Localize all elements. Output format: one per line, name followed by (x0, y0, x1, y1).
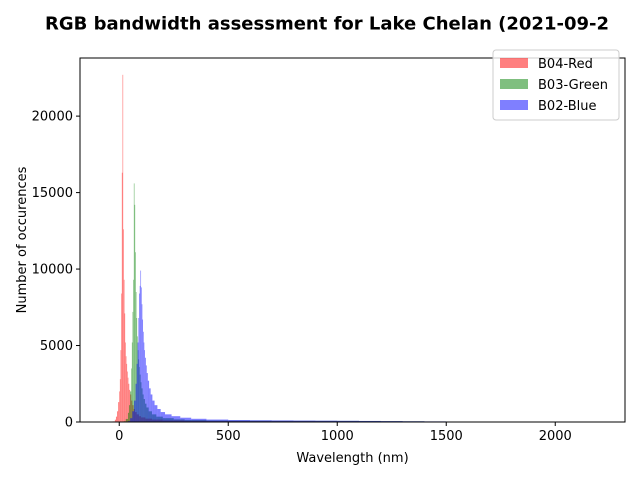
histogram-bar (160, 412, 166, 422)
x-tick-label: 0 (115, 429, 123, 444)
y-tick-label: 10000 (32, 263, 73, 278)
histogram-bar (141, 287, 142, 422)
histogram-bar (136, 363, 138, 422)
histogram-bar (337, 420, 360, 422)
histogram-bar (133, 183, 135, 422)
histogram-bar (165, 414, 172, 422)
histogram-bar (144, 357, 146, 422)
histogram-bar (134, 204, 136, 422)
histogram-bar (134, 400, 136, 422)
histogram-bar (131, 342, 133, 422)
y-axis-label: Number of occurences (15, 166, 30, 313)
legend: B04-Red B03-Green B02-Blue (492, 49, 620, 121)
histogram-bar (138, 318, 140, 422)
histogram-bar (129, 405, 131, 422)
y-tick-label: 15000 (32, 186, 73, 201)
histogram-bar (140, 270, 142, 422)
histogram-bar (131, 368, 132, 422)
histogram-bar (126, 363, 128, 422)
histogram-bar (315, 420, 338, 422)
histogram-bar (125, 418, 128, 422)
x-axis-label: Wavelength (nm) (296, 451, 408, 466)
histogram-bar (117, 411, 119, 422)
histogram-bar (142, 319, 144, 422)
histogram-bar (128, 383, 130, 422)
histogram-bar (191, 418, 207, 422)
histogram-bar (149, 388, 151, 422)
histogram-bar (135, 292, 137, 422)
plot-area-frame (79, 57, 626, 423)
x-tick-label: 1500 (430, 429, 463, 444)
histogram-bars (112, 74, 602, 422)
y-tick-label: 20000 (32, 110, 73, 125)
y-tick-label: 0 (65, 416, 73, 431)
histogram-bar (118, 402, 120, 422)
legend-swatch (500, 100, 528, 110)
histogram-bar (123, 279, 125, 422)
histogram-bar (114, 419, 116, 422)
histogram-bar (147, 380, 150, 422)
histogram-bar (132, 411, 135, 422)
series-b02-blue (127, 270, 602, 422)
legend-label: B02-Blue (538, 99, 596, 114)
histogram-bar (124, 313, 126, 422)
histogram-bar (145, 365, 147, 422)
legend-swatch (500, 79, 528, 89)
histogram-bar (120, 350, 122, 422)
legend-swatch (500, 58, 528, 68)
histogram-bar (139, 293, 140, 422)
histogram-bar (127, 377, 129, 422)
histogram-bar (144, 350, 145, 422)
x-tick-label: 2000 (539, 429, 572, 444)
histogram-bar (119, 391, 120, 422)
legend-label: B03-Green (538, 78, 608, 93)
histogram-bar (143, 331, 144, 422)
series-b03-green (123, 183, 471, 422)
histogram-bar (139, 285, 141, 422)
chart-title: RGB bandwidth assessment for Lake Chelan… (45, 14, 609, 35)
y-axis: 0 5000 10000 15000 20000 (32, 110, 80, 431)
histogram-bar (121, 293, 122, 422)
histogram-bar (135, 383, 137, 422)
histogram-bar (130, 418, 133, 422)
histogram-bar (133, 279, 134, 422)
histogram-bar (271, 420, 294, 422)
histogram-bar (119, 379, 121, 422)
histogram-bar (228, 420, 251, 422)
y-tick-label: 5000 (40, 339, 73, 354)
x-tick-label: 500 (216, 429, 241, 444)
histogram-bar (127, 371, 128, 422)
histogram-bar (206, 419, 229, 422)
x-axis: 0 500 1000 1500 2000 (115, 422, 572, 444)
histogram-bar (141, 304, 143, 422)
histogram-bar (154, 405, 158, 422)
histogram-bar (157, 409, 161, 422)
histogram-bar (115, 416, 118, 422)
series-b04-red (112, 74, 449, 422)
histogram-bar (143, 342, 145, 422)
histogram-bar (293, 420, 316, 422)
histogram-bar (180, 417, 192, 422)
histogram-bar (250, 420, 272, 422)
histogram-bar (135, 252, 136, 422)
histogram-bar (125, 342, 126, 422)
histogram-bar (122, 74, 124, 422)
histogram-bar (127, 412, 130, 422)
histogram-bar (123, 229, 124, 422)
histogram-bar (121, 172, 123, 422)
histogram-bar (150, 394, 153, 422)
x-tick-label: 1000 (321, 429, 354, 444)
histogram-bar (125, 356, 127, 422)
histogram-bar (152, 400, 155, 422)
legend-label: B04-Red (538, 57, 593, 72)
histogram-bar (132, 311, 134, 422)
histogram-bar (171, 416, 181, 422)
histogram-bar (130, 391, 132, 422)
histogram-bar (146, 373, 148, 422)
histogram-bar (359, 420, 381, 422)
histogram-bar (137, 342, 139, 422)
